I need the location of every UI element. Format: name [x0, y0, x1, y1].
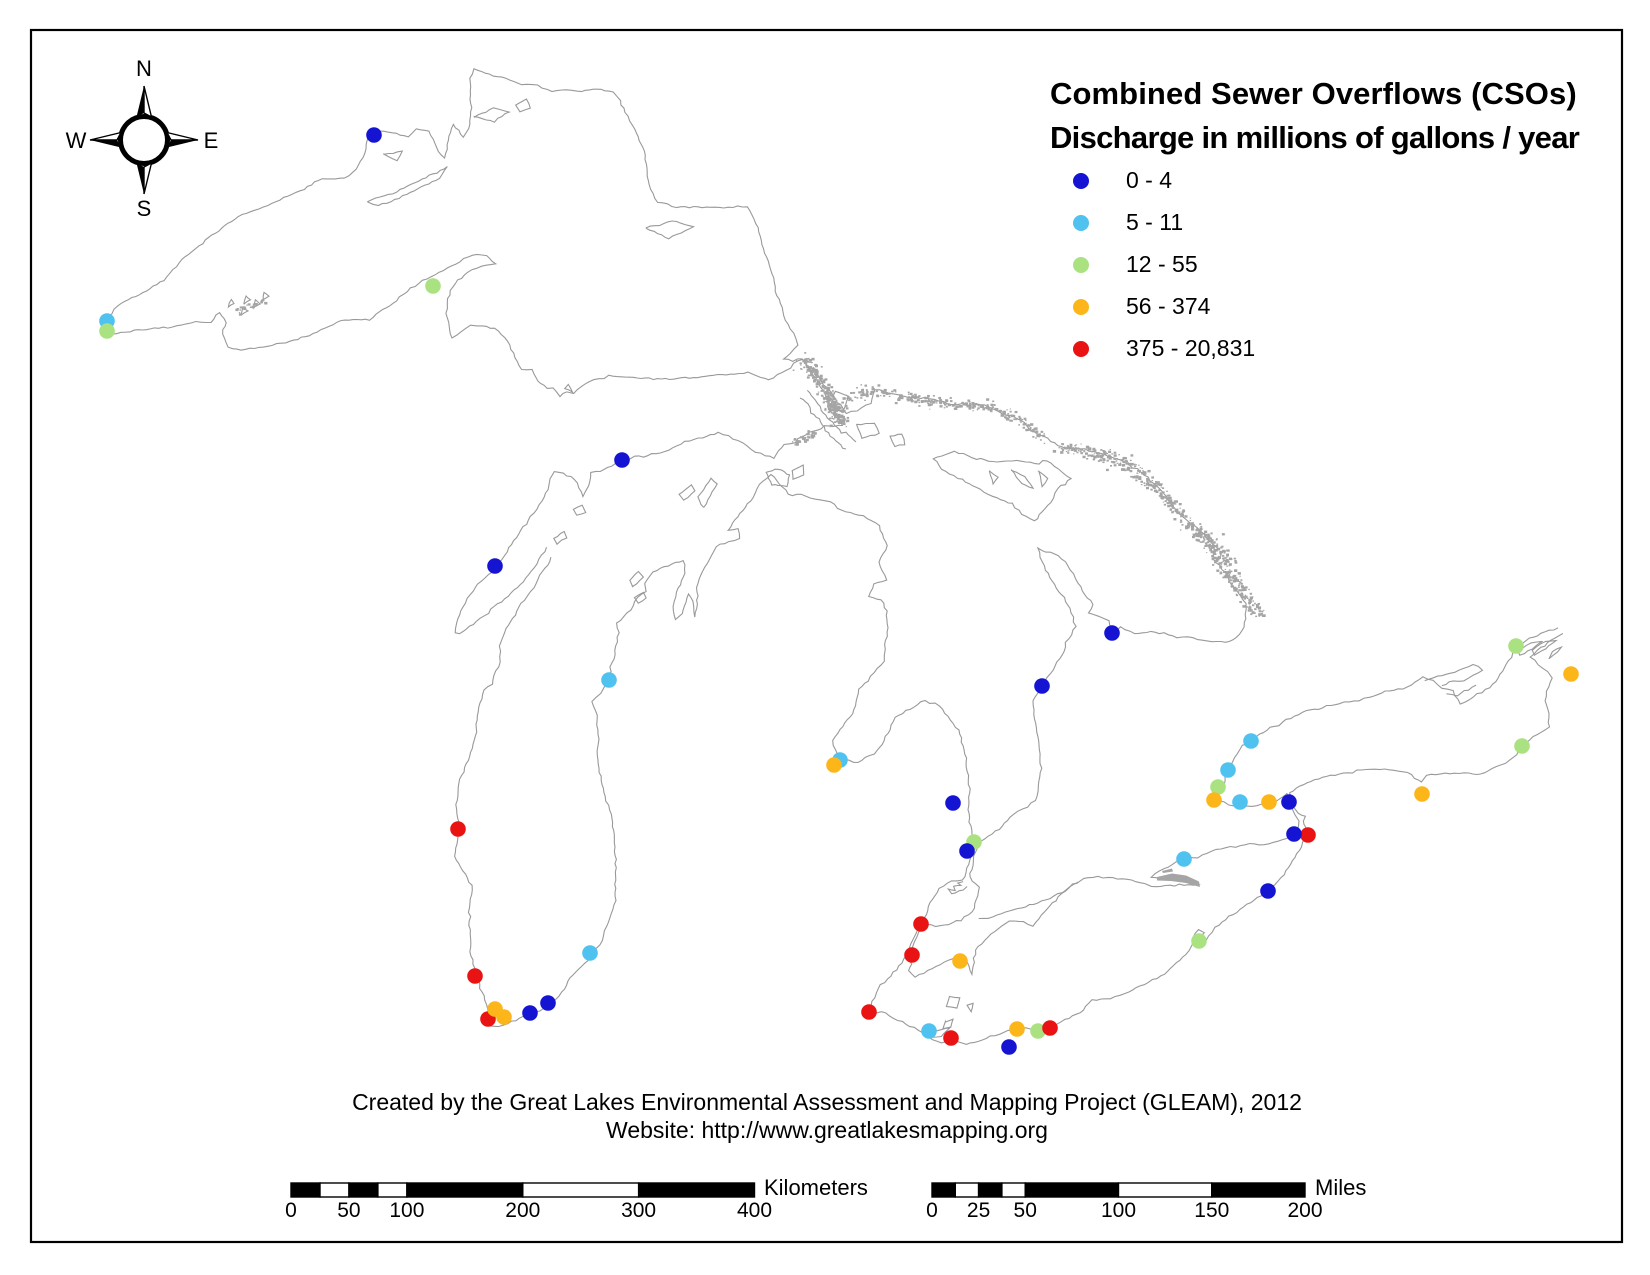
svg-text:Discharge in millions of gallo: Discharge in millions of gallons / year	[1050, 120, 1580, 155]
svg-text:Website: http://www.greatlakes: Website: http://www.greatlakesmapping.or…	[606, 1117, 1048, 1143]
svg-text:0: 0	[926, 1199, 938, 1222]
svg-text:E: E	[204, 128, 219, 153]
svg-text:0 - 4: 0 - 4	[1126, 167, 1172, 193]
svg-text:400: 400	[737, 1199, 772, 1222]
svg-text:100: 100	[1101, 1199, 1136, 1222]
svg-text:375 - 20,831: 375 - 20,831	[1126, 335, 1255, 361]
svg-text:Kilometers: Kilometers	[764, 1175, 868, 1200]
svg-text:200: 200	[1287, 1199, 1322, 1222]
svg-text:Created by the Great Lakes Env: Created by the Great Lakes Environmental…	[352, 1089, 1302, 1115]
svg-text:S: S	[137, 196, 152, 221]
svg-text:200: 200	[505, 1199, 540, 1222]
svg-text:Combined Sewer Overflows (CSOs: Combined Sewer Overflows (CSOs)	[1050, 76, 1577, 111]
svg-text:N: N	[136, 56, 152, 81]
svg-text:Miles: Miles	[1315, 1175, 1366, 1200]
svg-text:50: 50	[337, 1199, 360, 1222]
svg-text:25: 25	[967, 1199, 990, 1222]
svg-text:50: 50	[1014, 1199, 1037, 1222]
svg-text:150: 150	[1194, 1199, 1229, 1222]
svg-text:12 - 55: 12 - 55	[1126, 251, 1198, 277]
svg-text:300: 300	[621, 1199, 656, 1222]
svg-text:W: W	[66, 128, 87, 153]
svg-text:5 - 11: 5 - 11	[1126, 209, 1183, 235]
svg-text:56 - 374: 56 - 374	[1126, 293, 1211, 319]
svg-text:100: 100	[389, 1199, 424, 1222]
svg-text:0: 0	[285, 1199, 297, 1222]
